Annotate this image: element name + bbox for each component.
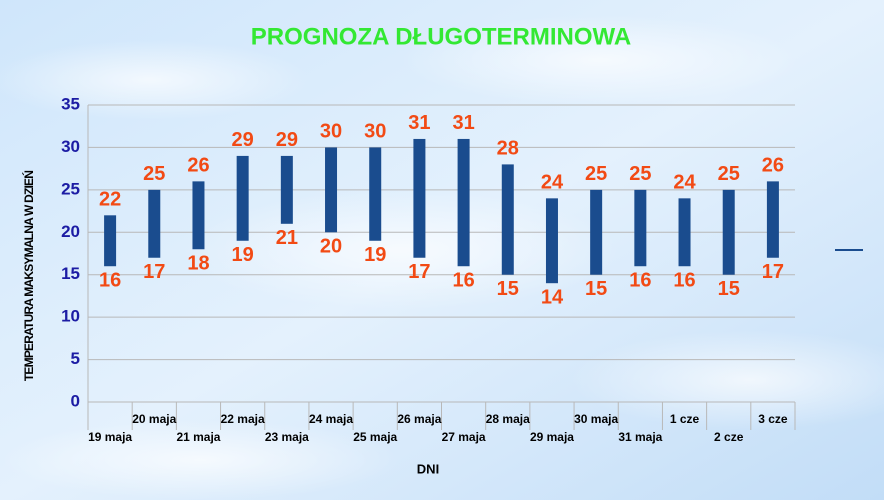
bar: [104, 215, 117, 267]
x-tick-label: 28 maja: [486, 412, 530, 426]
y-tick-label: 25: [61, 179, 80, 198]
bar: [678, 198, 691, 267]
value-label: 17: [143, 261, 165, 283]
value-label: 30: [320, 121, 342, 143]
value-label: 15: [718, 278, 740, 300]
value-label: 19: [364, 244, 386, 266]
value-label: 29: [232, 129, 254, 151]
clouds: [0, 15, 884, 500]
y-tick-label: 0: [71, 391, 80, 410]
value-label: 16: [99, 270, 121, 292]
x-tick-label: 1 cze: [670, 412, 700, 426]
y-tick-label: 20: [61, 222, 80, 241]
value-label: 26: [187, 155, 209, 177]
x-tick-label: 21 maja: [176, 430, 220, 444]
bar: [590, 189, 603, 275]
value-label: 16: [673, 270, 695, 292]
value-label: 25: [629, 163, 651, 185]
value-label: 19: [232, 244, 254, 266]
x-tick-label: 22 maja: [221, 412, 265, 426]
chart-title: PROGNOZA DŁUGOTERMINOWA: [251, 23, 631, 50]
bar: [457, 138, 470, 267]
x-tick-label: 20 maja: [132, 412, 176, 426]
value-label: 17: [762, 261, 784, 283]
bar: [280, 155, 293, 224]
x-tick-label: 3 cze: [758, 412, 788, 426]
bar: [545, 198, 558, 284]
value-label: 15: [497, 278, 519, 300]
x-tick-label: 31 maja: [618, 430, 662, 444]
y-tick-label: 15: [61, 264, 80, 283]
value-label: 25: [718, 163, 740, 185]
bar: [236, 155, 249, 241]
x-tick-label: 23 maja: [265, 430, 309, 444]
value-label: 26: [762, 155, 784, 177]
y-tick-label: 10: [61, 307, 80, 326]
value-label: 16: [629, 270, 651, 292]
value-label: 25: [585, 163, 607, 185]
bar: [501, 164, 514, 275]
y-tick-label: 35: [61, 94, 80, 113]
value-label: 22: [99, 189, 121, 211]
value-label: 25: [143, 163, 165, 185]
x-tick-label: 29 maja: [530, 430, 574, 444]
x-tick-label: 19 maja: [88, 430, 132, 444]
x-tick-label: 26 maja: [397, 412, 441, 426]
bar: [413, 138, 426, 258]
value-label: 18: [187, 253, 209, 275]
x-axis-label: DNI: [417, 461, 439, 476]
value-label: 28: [497, 138, 519, 160]
bar: [192, 181, 205, 250]
bar: [369, 147, 382, 241]
bar: [722, 189, 735, 275]
x-tick-label: 30 maja: [574, 412, 618, 426]
value-label: 24: [541, 172, 564, 194]
bar: [634, 189, 647, 267]
value-label: 30: [364, 121, 386, 143]
value-label: 31: [408, 112, 430, 134]
x-tick-label: 2 cze: [714, 430, 744, 444]
value-label: 24: [673, 172, 696, 194]
value-label: 29: [276, 129, 298, 151]
y-tick-label: 30: [61, 137, 80, 156]
bar: [325, 147, 338, 233]
value-label: 14: [541, 286, 564, 308]
value-label: 31: [452, 112, 474, 134]
x-tick-label: 27 maja: [442, 430, 486, 444]
bar: [148, 189, 161, 258]
bar: [766, 181, 779, 258]
y-tick-label: 5: [71, 349, 80, 368]
value-label: 16: [452, 270, 474, 292]
x-tick-label: 25 maja: [353, 430, 397, 444]
x-tick-label: 24 maja: [309, 412, 353, 426]
value-label: 17: [408, 261, 430, 283]
y-axis-label: TEMPERATURA MAKSYMALNA W DZIEŃ: [21, 171, 36, 381]
value-label: 21: [276, 227, 298, 249]
value-label: 15: [585, 278, 607, 300]
value-label: 20: [320, 236, 342, 258]
